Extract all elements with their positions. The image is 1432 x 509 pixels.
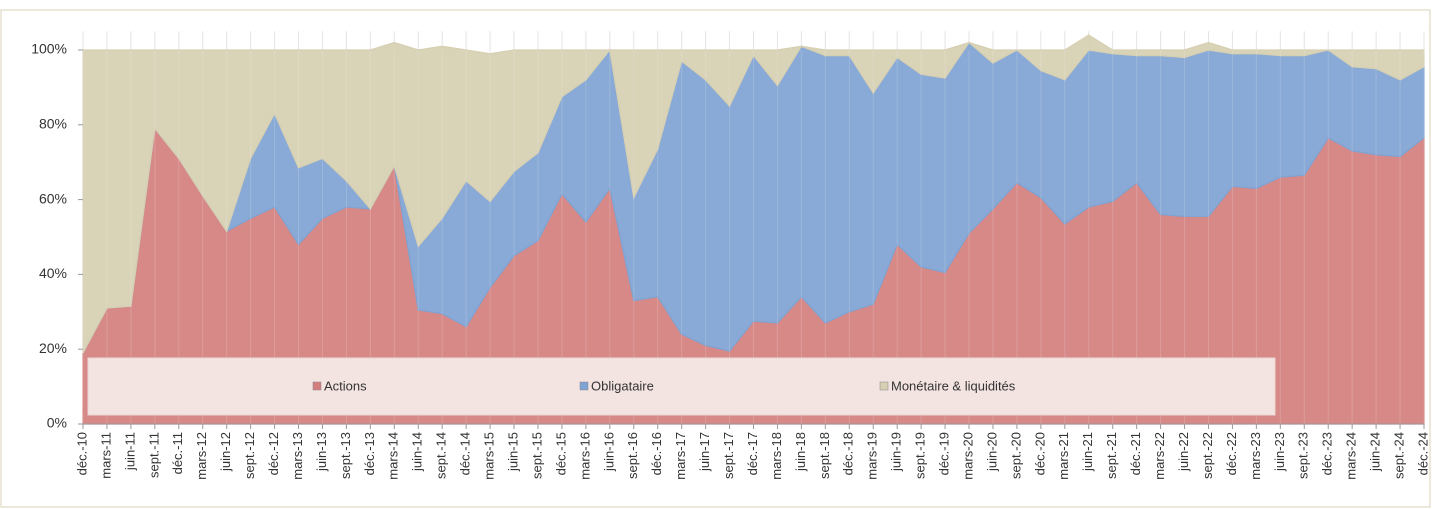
x-tick-label: juin-18 (793, 432, 808, 472)
x-tick-label: déc.-15 (553, 432, 568, 475)
y-tick-label: 80% (39, 116, 67, 132)
x-tick-label: juin-16 (601, 432, 616, 472)
x-tick-label: sept.-13 (338, 432, 353, 479)
x-tick-label: sept.-22 (1200, 432, 1215, 479)
x-tick-label: sept.-17 (721, 432, 736, 479)
x-tick-label: déc.-12 (266, 432, 281, 475)
x-tick-label: sept.-19 (913, 432, 928, 479)
x-tick-label: déc.-22 (1224, 432, 1239, 475)
x-tick-label: mars-14 (386, 432, 401, 480)
x-tick-label: juin-13 (314, 432, 329, 472)
x-tick-label: déc.-19 (937, 432, 952, 475)
x-tick-label: déc.-20 (1032, 432, 1047, 475)
legend-swatch (579, 381, 589, 391)
x-tick-label: mars-19 (865, 432, 880, 480)
x-tick-label: mars-13 (290, 432, 305, 480)
y-tick-label: 100% (31, 41, 67, 57)
x-tick-label: mars-24 (1344, 432, 1359, 480)
x-tick-label: sept.-12 (242, 432, 257, 479)
x-tick-label: mars-23 (1248, 432, 1263, 480)
x-tick-label: déc.-10 (74, 432, 89, 475)
legend-label: Obligataire (591, 378, 654, 393)
x-tick-label: mars-15 (482, 432, 497, 480)
x-tick-label: mars-22 (1152, 432, 1167, 480)
x-tick-label: sept.-23 (1296, 432, 1311, 479)
x-tick-label: juin-23 (1272, 432, 1287, 472)
area (82, 34, 1425, 354)
x-tick-label: juin-22 (1176, 432, 1191, 472)
x-tick-label: déc.-24 (1415, 432, 1430, 475)
legend: Actions Obligataire Monétaire & liquidités (87, 357, 1276, 416)
axes: 0% 20% 40% 60% 80% 100% déc.-10 mars-11 juin-11 s… (31, 41, 1430, 480)
x-tick-label: déc.-14 (458, 432, 473, 475)
x-tick-label: sept.-15 (529, 432, 544, 479)
legend-swatch (879, 381, 889, 391)
x-tick-label: juin-17 (697, 432, 712, 472)
x-tick-label: déc.-16 (649, 432, 664, 475)
x-tick-label: mars-16 (577, 432, 592, 480)
legend-swatch (312, 381, 322, 391)
x-tick-label: juin-15 (505, 432, 520, 472)
x-tick-label: déc.-13 (362, 432, 377, 475)
x-tick-label: mars-11 (98, 432, 113, 479)
legend-label: Actions (324, 378, 367, 393)
x-tick-label: mars-18 (769, 432, 784, 480)
y-tick-label: 20% (39, 340, 67, 356)
x-tick-label: juin-24 (1368, 432, 1383, 472)
legend-box (87, 357, 1276, 416)
x-tick-label: déc.-11 (170, 432, 185, 474)
y-tick-label: 60% (39, 190, 67, 206)
x-tick-label: déc.-18 (841, 432, 856, 475)
x-tick-label: juin-19 (889, 432, 904, 472)
x-tick-label: sept.-14 (434, 432, 449, 479)
x-tick-label: déc.-21 (1128, 432, 1143, 475)
x-tick-label: mars-12 (194, 432, 209, 480)
y-tick-label: 40% (39, 265, 67, 281)
x-tick-label: sept.-16 (625, 432, 640, 479)
x-tick-label: juin-20 (984, 432, 999, 472)
x-tick-label: sept.-24 (1391, 432, 1406, 479)
x-tick-label: juin-21 (1080, 432, 1095, 472)
legend-label: Monétaire & liquidités (891, 378, 1016, 393)
x-tick-label: juin-12 (218, 432, 233, 472)
y-tick-label: 0% (47, 415, 67, 431)
x-tick-label: déc.-17 (745, 432, 760, 475)
x-tick-label: juin-11 (122, 432, 137, 471)
x-tick-label: sept.-20 (1008, 432, 1023, 479)
x-tick-label: sept.-21 (1104, 432, 1119, 479)
x-tick-label: juin-14 (410, 432, 425, 472)
x-tick-label: mars-21 (1056, 432, 1071, 480)
areas (82, 34, 1425, 425)
x-tick-label: sept.-18 (817, 432, 832, 479)
x-tick-label: sept.-11 (146, 432, 161, 478)
x-tick-label: mars-20 (960, 432, 975, 480)
x-tick-label: mars-17 (673, 432, 688, 480)
x-tick-label: déc.-23 (1320, 432, 1335, 475)
